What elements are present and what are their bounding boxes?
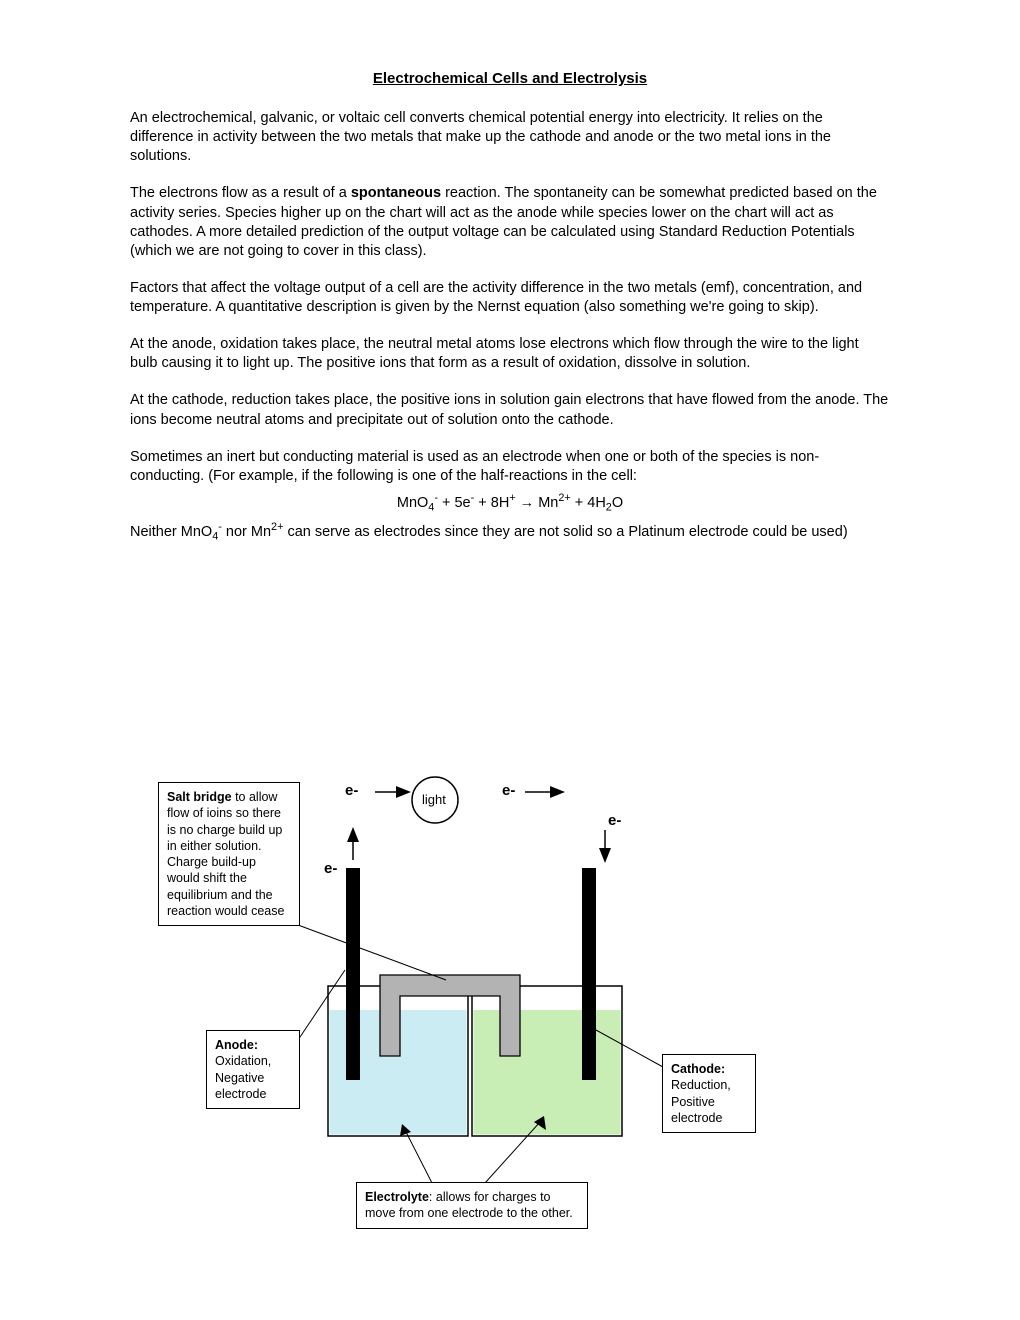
- paragraph-2: The electrons flow as a result of a spon…: [130, 184, 890, 261]
- e-label-2: e-: [502, 782, 515, 799]
- p2-pre: The electrons flow as a result of a: [130, 185, 351, 201]
- e-label-1: e-: [345, 782, 358, 799]
- paragraph-6: Sometimes an inert but conducting materi…: [130, 448, 890, 486]
- paragraph-7: Neither MnO4- nor Mn2+ can serve as elec…: [130, 520, 890, 544]
- paragraph-1: An electrochemical, galvanic, or voltaic…: [130, 109, 890, 166]
- callout-anode: Anode: Oxidation, Negative electrode: [206, 1030, 300, 1109]
- cell-diagram: e- e- e- e- light Salt bridge to allow f…: [130, 760, 890, 1280]
- callout-electrolyte: Electrolyte: allows for charges to move …: [356, 1182, 588, 1229]
- paragraph-5: At the cathode, reduction takes place, t…: [130, 391, 890, 429]
- page-title: Electrochemical Cells and Electrolysis: [130, 70, 890, 87]
- anode-electrode: [346, 868, 360, 1080]
- callout-cathode: Cathode: Reduction, Positive electrode: [662, 1054, 756, 1133]
- e-label-3: e-: [608, 812, 621, 829]
- paragraph-3: Factors that affect the voltage output o…: [130, 279, 890, 317]
- half-reaction-equation: MnO4- + 5e- + 8H+ → Mn2+ + 4H2O: [130, 492, 890, 514]
- light-label: light: [422, 792, 446, 807]
- right-electrolyte: [474, 1010, 621, 1135]
- p2-bold: spontaneous: [351, 185, 441, 201]
- cathode-electrode: [582, 868, 596, 1080]
- connector-electrolyte-left: [405, 1130, 432, 1183]
- paragraph-4: At the anode, oxidation takes place, the…: [130, 335, 890, 373]
- connector-salt-bridge: [298, 925, 446, 980]
- e-label-4: e-: [324, 860, 337, 877]
- callout-salt-bridge: Salt bridge to allow flow of ioins so th…: [158, 782, 300, 926]
